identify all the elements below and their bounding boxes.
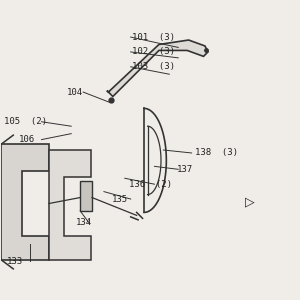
Text: 136  (2): 136 (2): [129, 180, 172, 189]
Text: 103  (3): 103 (3): [132, 62, 175, 71]
Text: 106: 106: [19, 135, 35, 144]
PathPatch shape: [107, 40, 208, 97]
Text: 134: 134: [76, 218, 92, 227]
Text: 104: 104: [67, 88, 83, 97]
Text: 135: 135: [111, 194, 128, 203]
Text: 101  (3): 101 (3): [132, 33, 175, 42]
Text: 105  (2): 105 (2): [4, 117, 47, 126]
Text: 102  (3): 102 (3): [132, 47, 175, 56]
Text: 133: 133: [7, 257, 23, 266]
Text: 137: 137: [177, 165, 193, 174]
Text: ▷: ▷: [245, 196, 255, 208]
PathPatch shape: [49, 150, 91, 260]
PathPatch shape: [2, 144, 49, 260]
PathPatch shape: [80, 181, 92, 211]
Text: 138  (3): 138 (3): [195, 148, 238, 158]
